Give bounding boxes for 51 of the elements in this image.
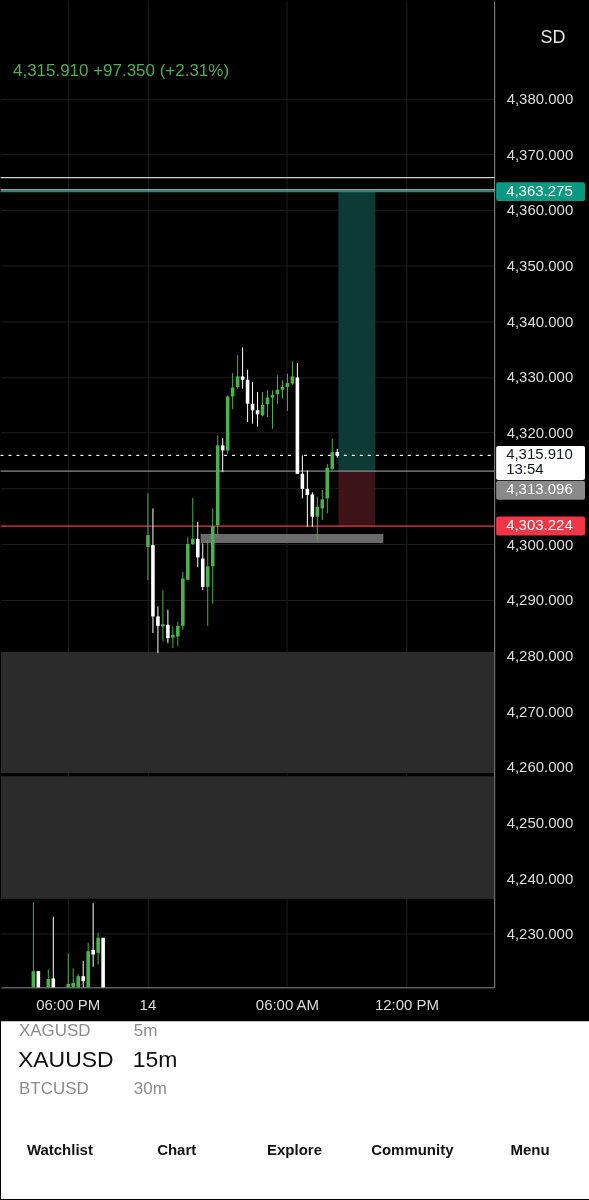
candlestick: [290, 360, 295, 386]
candlestick: [91, 902, 95, 968]
candlestick: [195, 521, 200, 568]
y-tick-label: 4,300.000: [506, 535, 574, 553]
y-tick-label: 4,340.000: [506, 312, 574, 330]
y-tick-label: 4,230.000: [506, 925, 574, 943]
candlestick: [81, 960, 85, 988]
candlestick: [66, 952, 71, 988]
text: Watchlist: [26, 1141, 93, 1159]
text: BTCUSD: [18, 1079, 89, 1099]
y-tick-label: 4,260.000: [506, 758, 574, 776]
y-tick-label: 4,370.000: [506, 145, 574, 163]
text: Chart: [157, 1141, 197, 1159]
text: 5m: [133, 1021, 158, 1041]
candlestick: [146, 492, 150, 581]
x-tick-label: 14: [139, 995, 157, 1013]
candlestick: [205, 539, 210, 627]
candlestick: [270, 389, 275, 430]
y-tick-label: 4,240.000: [506, 869, 574, 887]
y-tick-label: 4,380.000: [506, 89, 574, 107]
y-tick-label: 4,290.000: [506, 591, 574, 609]
text: SD: [540, 26, 566, 47]
text: XAGUSD: [18, 1021, 91, 1041]
y-tick-label: 4,320.000: [506, 424, 574, 442]
ref-line-label: 4,313.096: [506, 480, 573, 498]
text: XAUUSD: [17, 1046, 114, 1073]
text: Explore: [267, 1141, 322, 1159]
text: 4,315.910 +97.350 (+2.31%): [12, 60, 230, 80]
y-tick-label: 4,270.000: [506, 702, 574, 720]
x-tick-label: 06:00 AM: [255, 995, 320, 1013]
candlestick: [161, 589, 165, 642]
text: 30m: [133, 1079, 167, 1099]
candlestick: [166, 609, 170, 644]
ref-line-label: 4,363.275: [506, 181, 573, 199]
ref-line-label: 4,303.224: [506, 516, 573, 534]
text: Menu: [510, 1141, 550, 1159]
x-tick-label: 06:00 PM: [36, 995, 101, 1013]
y-tick-label: 4,350.000: [506, 257, 574, 275]
y-tick-label: 4,280.000: [506, 646, 574, 664]
text: 15m: [132, 1046, 178, 1073]
y-tick-label: 4,360.000: [506, 201, 574, 219]
candlestick: [280, 379, 285, 400]
candlestick: [240, 346, 245, 390]
y-tick-label: 4,330.000: [506, 368, 574, 386]
candlestick: [156, 605, 160, 654]
candlestick: [96, 932, 100, 966]
text: Community: [371, 1141, 455, 1159]
y-tick-label: 4,250.000: [506, 813, 574, 831]
x-tick-label: 12:00 PM: [374, 995, 440, 1013]
candlestick: [190, 497, 195, 546]
ref-line-label: 4,315.910 13:54: [506, 445, 573, 478]
